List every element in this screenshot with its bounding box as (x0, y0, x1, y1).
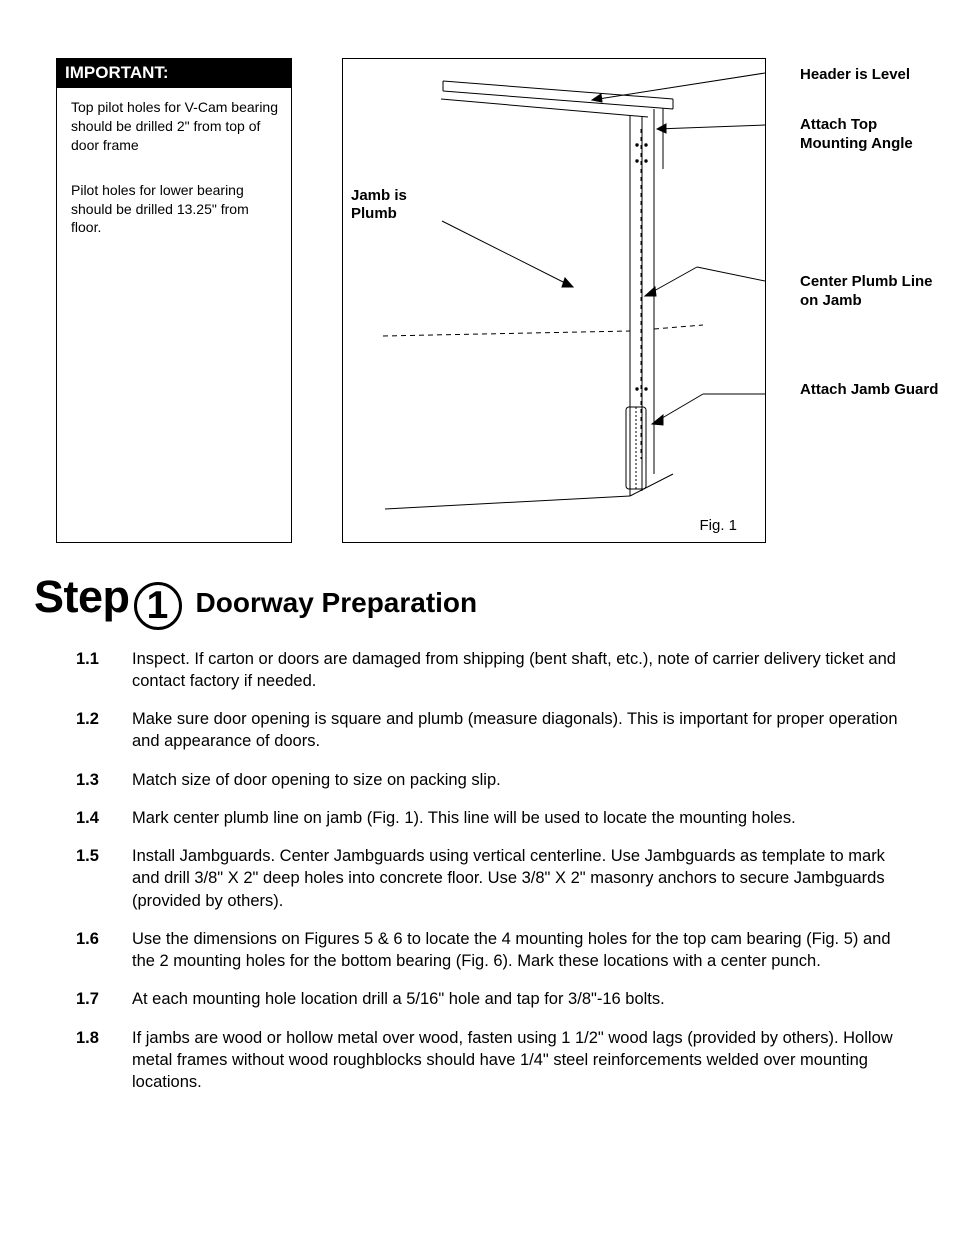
step-text: If jambs are wood or hollow metal over w… (132, 1027, 914, 1094)
step-heading: Step 1 Doorway Preparation (34, 571, 914, 624)
step-text: At each mounting hole location drill a 5… (132, 988, 914, 1010)
figure-caption: Fig. 1 (699, 517, 737, 534)
step-text: Match size of door opening to size on pa… (132, 769, 914, 791)
step-text: Inspect. If carton or doors are damaged … (132, 648, 914, 693)
figure-1: Jamb is Plumb Fig. 1 (342, 58, 766, 543)
step-text: Use the dimensions on Figures 5 & 6 to l… (132, 928, 914, 973)
important-paragraph: Pilot holes for lower bearing should be … (71, 181, 279, 238)
callout-center-plumb: Center Plumb Line on Jamb (800, 273, 940, 311)
step-item: 1.8 If jambs are wood or hollow metal ov… (76, 1027, 914, 1094)
step-number: 1.8 (76, 1027, 132, 1094)
step-item: 1.3 Match size of door opening to size o… (76, 769, 914, 791)
step-item: 1.7 At each mounting hole location drill… (76, 988, 914, 1010)
important-body: Top pilot holes for V-Cam bearing should… (57, 88, 291, 255)
callout-top-angle: Attach Top Mounting Angle (800, 116, 940, 154)
step-item: 1.5 Install Jambguards. Center Jambguard… (76, 845, 914, 912)
step-number: 1.4 (76, 807, 132, 829)
important-header: IMPORTANT: (57, 59, 291, 88)
important-paragraph: Top pilot holes for V-Cam bearing should… (71, 98, 279, 155)
step-number: 1.1 (76, 648, 132, 693)
step-item: 1.1 Inspect. If carton or doors are dama… (76, 648, 914, 693)
step-text: Mark center plumb line on jamb (Fig. 1).… (132, 807, 914, 829)
top-panel: IMPORTANT: Top pilot holes for V-Cam bea… (56, 58, 914, 543)
step-item: 1.6 Use the dimensions on Figures 5 & 6 … (76, 928, 914, 973)
step-number: 1.2 (76, 708, 132, 753)
doorframe-diagram (343, 59, 765, 542)
step-item: 1.2 Make sure door opening is square and… (76, 708, 914, 753)
steps-list: 1.1 Inspect. If carton or doors are dama… (76, 648, 914, 1094)
callout-jamb-guard: Attach Jamb Guard (800, 381, 938, 400)
step-number: 1.5 (76, 845, 132, 912)
step-title: Doorway Preparation (196, 587, 478, 619)
step-number: 1.7 (76, 988, 132, 1010)
step-text: Install Jambguards. Center Jambguards us… (132, 845, 914, 912)
step-number: 1.3 (76, 769, 132, 791)
step-text: Make sure door opening is square and plu… (132, 708, 914, 753)
step-word: Step (34, 571, 130, 623)
step-number: 1.6 (76, 928, 132, 973)
label-jamb-plumb: Jamb is Plumb (351, 187, 431, 223)
step-number-circle: 1 (134, 582, 182, 630)
step-item: 1.4 Mark center plumb line on jamb (Fig.… (76, 807, 914, 829)
callout-header-level: Header is Level (800, 66, 910, 85)
important-box: IMPORTANT: Top pilot holes for V-Cam bea… (56, 58, 292, 543)
